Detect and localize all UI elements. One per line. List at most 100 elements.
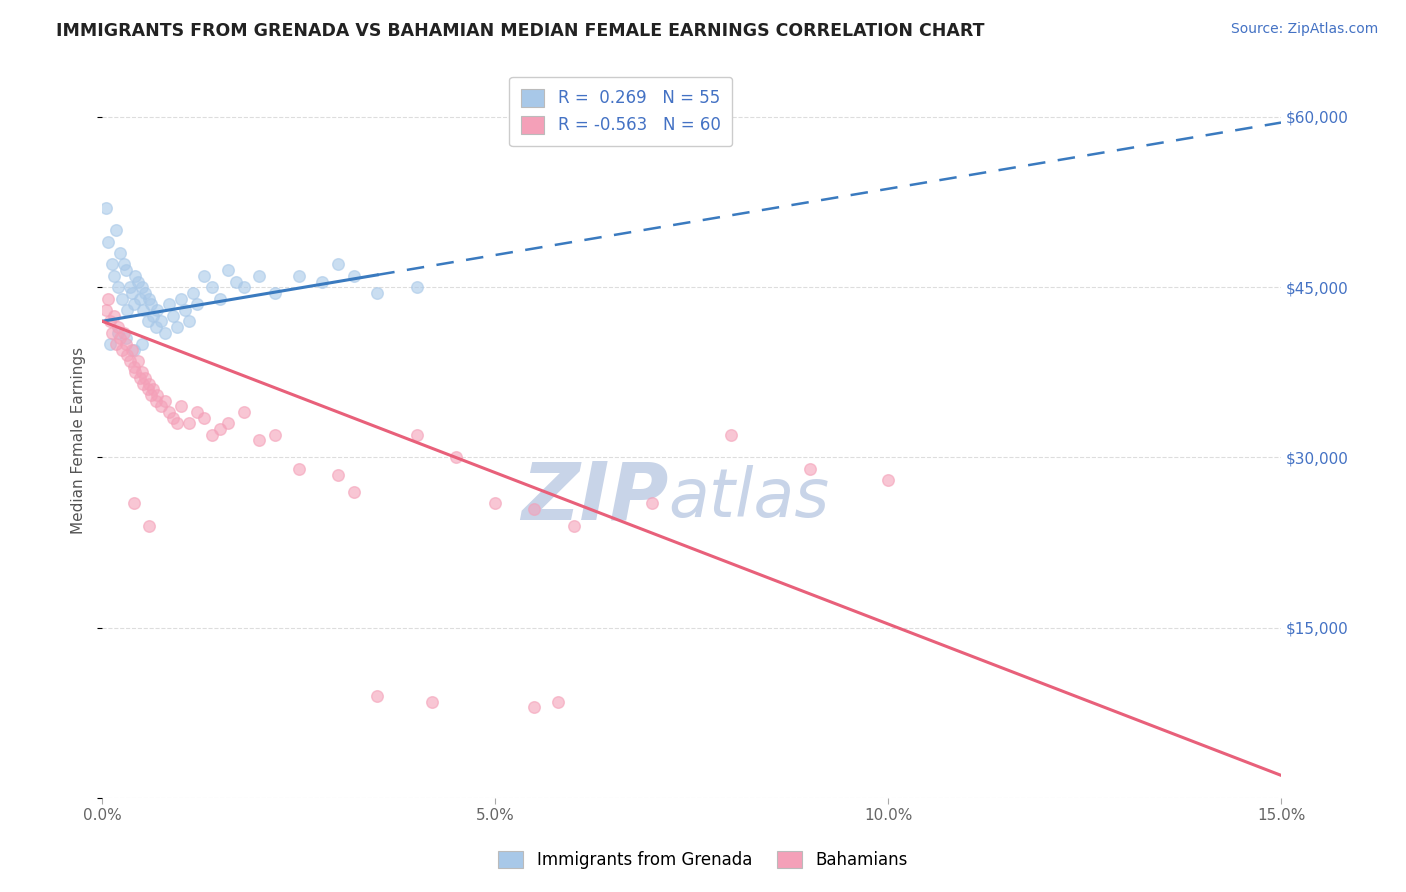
Point	[131, 337, 153, 351]
Point	[799, 462, 821, 476]
Point	[181, 285, 204, 300]
Point	[146, 388, 169, 402]
Point	[139, 388, 162, 402]
Point	[127, 275, 149, 289]
Point	[201, 280, 224, 294]
Point	[326, 258, 349, 272]
Legend: R =  0.269   N = 55, R = -0.563   N = 60: R = 0.269 N = 55, R = -0.563 N = 60	[509, 77, 733, 146]
Point	[139, 297, 162, 311]
Point	[107, 320, 129, 334]
Point	[523, 501, 546, 516]
Point	[162, 410, 184, 425]
Point	[129, 292, 152, 306]
Point	[562, 518, 585, 533]
Point	[105, 223, 128, 237]
Point	[136, 314, 159, 328]
Point	[247, 268, 270, 283]
Point	[100, 326, 122, 340]
Point	[117, 348, 139, 362]
Point	[209, 422, 232, 436]
Point	[111, 343, 134, 357]
Point	[877, 473, 900, 487]
Point	[153, 393, 176, 408]
Y-axis label: Median Female Earnings: Median Female Earnings	[72, 347, 86, 534]
Point	[98, 337, 121, 351]
Point	[122, 496, 145, 510]
Point	[444, 450, 467, 465]
Point	[177, 417, 200, 431]
Point	[201, 427, 224, 442]
Point	[287, 462, 309, 476]
Point	[405, 280, 427, 294]
Point	[523, 700, 546, 714]
Point	[162, 309, 184, 323]
Point	[193, 410, 215, 425]
Point	[264, 427, 287, 442]
Point	[114, 337, 136, 351]
Point	[118, 280, 141, 294]
Point	[232, 280, 254, 294]
Point	[94, 201, 117, 215]
Point	[142, 309, 165, 323]
Point	[343, 484, 366, 499]
Point	[366, 689, 388, 703]
Point	[138, 518, 160, 533]
Point	[122, 297, 145, 311]
Point	[366, 285, 388, 300]
Point	[100, 258, 122, 272]
Point	[186, 297, 208, 311]
Point	[118, 354, 141, 368]
Point	[166, 320, 188, 334]
Point	[122, 359, 145, 374]
Point	[209, 292, 232, 306]
Point	[157, 405, 180, 419]
Point	[484, 496, 506, 510]
Point	[343, 268, 366, 283]
Point	[641, 496, 664, 510]
Point	[108, 331, 131, 345]
Point	[103, 309, 125, 323]
Point	[121, 285, 143, 300]
Point	[127, 354, 149, 368]
Point	[186, 405, 208, 419]
Point	[112, 326, 135, 340]
Point	[247, 434, 270, 448]
Point	[111, 292, 134, 306]
Point	[132, 376, 155, 391]
Point	[217, 417, 239, 431]
Point	[264, 285, 287, 300]
Point	[217, 263, 239, 277]
Point	[121, 343, 143, 357]
Point	[287, 268, 309, 283]
Text: ZIP: ZIP	[520, 458, 668, 537]
Point	[157, 297, 180, 311]
Text: IMMIGRANTS FROM GRENADA VS BAHAMIAN MEDIAN FEMALE EARNINGS CORRELATION CHART: IMMIGRANTS FROM GRENADA VS BAHAMIAN MEDI…	[56, 22, 984, 40]
Point	[94, 302, 117, 317]
Point	[150, 400, 173, 414]
Point	[225, 275, 247, 289]
Point	[173, 302, 195, 317]
Point	[131, 365, 153, 379]
Point	[720, 427, 742, 442]
Point	[124, 365, 146, 379]
Point	[129, 371, 152, 385]
Point	[150, 314, 173, 328]
Point	[134, 371, 156, 385]
Point	[136, 383, 159, 397]
Point	[145, 393, 167, 408]
Point	[142, 383, 165, 397]
Text: Source: ZipAtlas.com: Source: ZipAtlas.com	[1230, 22, 1378, 37]
Point	[547, 695, 569, 709]
Point	[170, 400, 193, 414]
Point	[107, 326, 129, 340]
Point	[138, 376, 160, 391]
Point	[134, 285, 156, 300]
Point	[131, 280, 153, 294]
Point	[166, 417, 188, 431]
Text: atlas: atlas	[668, 465, 830, 531]
Point	[311, 275, 333, 289]
Point	[138, 292, 160, 306]
Point	[153, 326, 176, 340]
Point	[132, 302, 155, 317]
Point	[97, 235, 120, 249]
